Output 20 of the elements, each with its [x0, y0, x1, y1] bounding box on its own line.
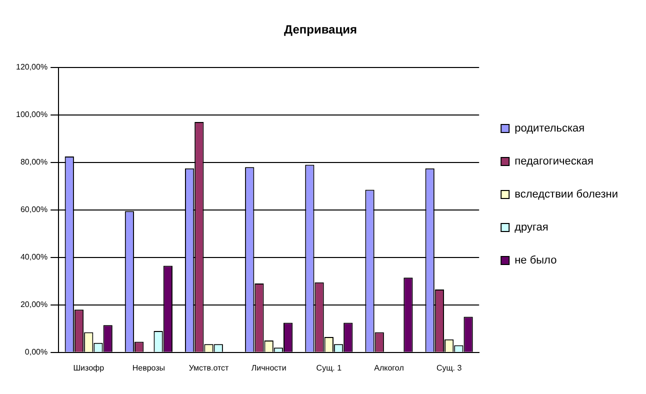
- x-tick-label: Алкогол: [374, 363, 404, 372]
- x-tick-label: Неврозы: [132, 363, 166, 372]
- y-tick-label: 80,00%: [20, 158, 48, 167]
- y-tick-label: 100,00%: [16, 110, 48, 120]
- y-tick-label: 0,00%: [24, 348, 48, 357]
- legend-label: родительская: [514, 122, 585, 135]
- chart-title: Депривация: [284, 22, 357, 37]
- legend-label: вследствии болезни: [514, 188, 618, 201]
- legend-label: другая: [514, 222, 548, 234]
- y-tick-label: 20,00%: [20, 300, 48, 310]
- x-tick-label: Сущ. 1: [316, 363, 342, 372]
- y-tick-label: 60,00%: [20, 205, 48, 214]
- x-tick-label: Личности: [251, 363, 286, 372]
- legend-label: педагогическая: [514, 156, 594, 168]
- x-tick-label: Сущ. 3: [436, 363, 462, 372]
- x-tick-label: Шизофр: [73, 363, 105, 372]
- y-tick-label: 40,00%: [20, 252, 48, 262]
- y-tick-label: 120,00%: [16, 62, 48, 72]
- legend-label: не было: [514, 254, 557, 267]
- x-tick-label: Умств.отст: [188, 363, 230, 372]
